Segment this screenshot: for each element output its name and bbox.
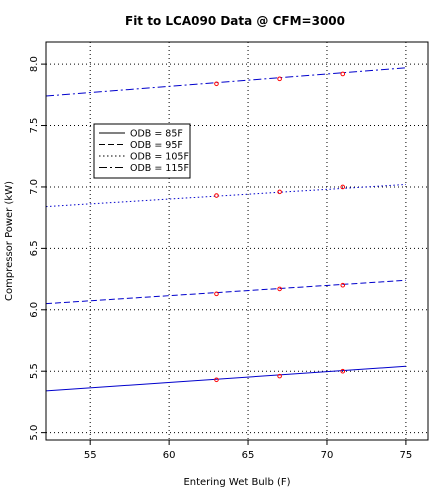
data-point (214, 291, 219, 297)
legend-label: ODB = 85F (130, 129, 183, 140)
data-point (340, 184, 346, 190)
data-point (277, 189, 282, 195)
x-axis-ticks: 55 60 65 70 75 (84, 440, 412, 461)
data-point (214, 81, 219, 87)
y-tick-label: 5.0 (29, 425, 40, 441)
fit-line-solid (45, 365, 406, 392)
series-layer (45, 67, 406, 392)
fit-line-dashdot (45, 67, 406, 97)
fit-line-dashed (45, 279, 406, 305)
chart-title: Fit to LCA090 Data @ CFM=3000 (125, 14, 345, 28)
x-tick-label: 55 (84, 450, 97, 461)
data-point (214, 193, 219, 198)
y-tick-label: 6.5 (29, 240, 40, 256)
legend-label: ODB = 95F (130, 140, 183, 151)
x-tick-label: 70 (321, 450, 334, 461)
data-point (340, 71, 346, 77)
y-tick-label: 6.0 (29, 302, 40, 318)
legend-label: ODB = 105F (130, 152, 189, 163)
data-point (277, 373, 282, 379)
legend-label: ODB = 115F (130, 163, 189, 174)
y-axis-label: Compressor Power (kW) (4, 181, 15, 301)
y-tick-label: 8.0 (29, 56, 40, 72)
data-point (277, 76, 282, 82)
x-tick-label: 60 (163, 450, 176, 461)
plot-frame (45, 41, 429, 441)
data-point (340, 368, 346, 374)
x-tick-label: 65 (242, 450, 255, 461)
y-tick-label: 7.5 (29, 118, 40, 134)
data-point (340, 282, 346, 288)
y-tick-label: 5.5 (29, 363, 40, 379)
fit-line-dotted (45, 183, 406, 208)
y-axis-ticks: 5.0 5.5 6.0 6.5 7.0 7.5 8.0 (29, 56, 46, 441)
y-tick-label: 7.0 (29, 179, 40, 195)
x-tick-label: 75 (400, 450, 413, 461)
data-point (277, 286, 282, 292)
grid (46, 42, 428, 440)
data-point (214, 377, 219, 383)
x-axis-label: Entering Wet Bulb (F) (183, 477, 290, 488)
